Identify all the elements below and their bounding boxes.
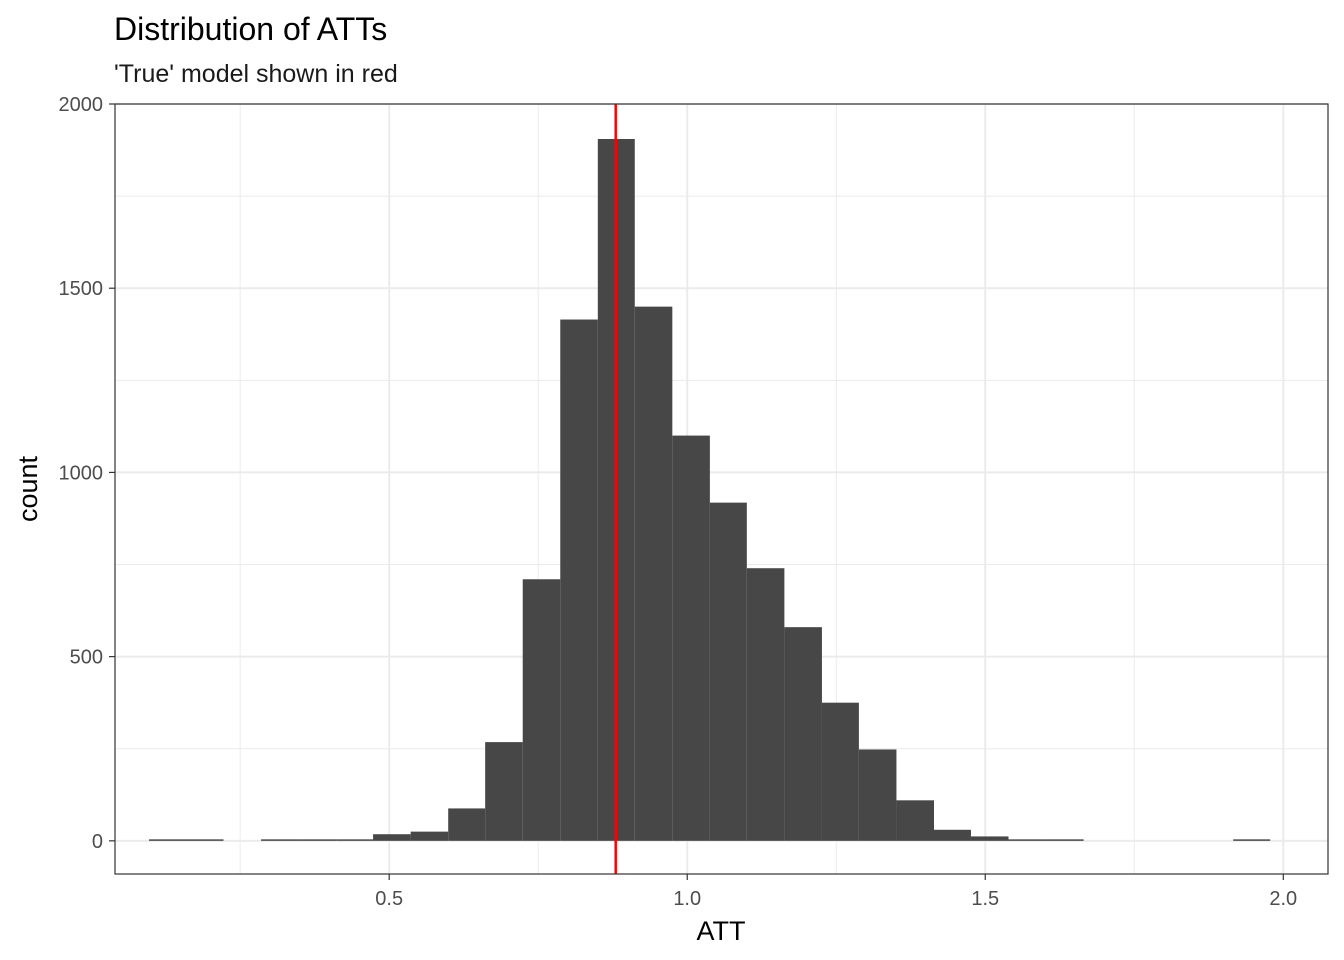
histogram-bar [821,702,859,841]
x-tick-label: 0.5 [375,888,403,910]
histogram-bar [485,742,523,841]
histogram-bar [896,800,934,841]
histogram-bar [784,627,822,841]
histogram-bar [298,839,337,841]
histogram-bar [709,502,747,841]
x-tick-label: 1.0 [673,888,701,910]
panel-border [114,103,1329,875]
chart-subtitle: 'True' model shown in red [114,60,398,88]
histogram-bars [148,139,1271,841]
y-axis-ticks: 0 500 1000 1500 2000 [59,94,115,853]
y-tick-label: 1500 [59,278,104,300]
histogram-bar [933,829,971,841]
histogram-bar [336,839,374,841]
histogram-bar [970,836,1009,841]
x-axis-ticks: 0.5 1.0 1.5 2.0 [375,874,1297,910]
histogram-bar [410,831,449,841]
y-tick-label: 0 [92,831,103,853]
chart-title: Distribution of ATTs [114,11,387,47]
histogram-bar [186,839,224,841]
x-tick-label: 1.5 [971,888,999,910]
y-tick-label: 2000 [59,94,104,116]
histogram-bar [1233,839,1271,841]
histogram-bar [148,839,187,841]
x-tick-label: 2.0 [1269,888,1297,910]
histogram-bar [373,834,411,841]
histogram-bar [1046,839,1084,841]
x-axis-title: ATT [697,916,746,946]
histogram-bar [522,579,561,841]
histogram-bar [261,839,299,841]
y-axis-title: count [13,455,43,522]
histogram-bar [1008,839,1047,841]
histogram-bar [560,319,598,841]
histogram-bar [672,435,710,841]
histogram-bar [634,306,673,841]
histogram-bar [858,749,897,841]
y-tick-label: 1000 [59,462,104,484]
histogram-bar [746,568,785,841]
histogram-bar [448,808,486,841]
y-tick-label: 500 [70,647,103,669]
